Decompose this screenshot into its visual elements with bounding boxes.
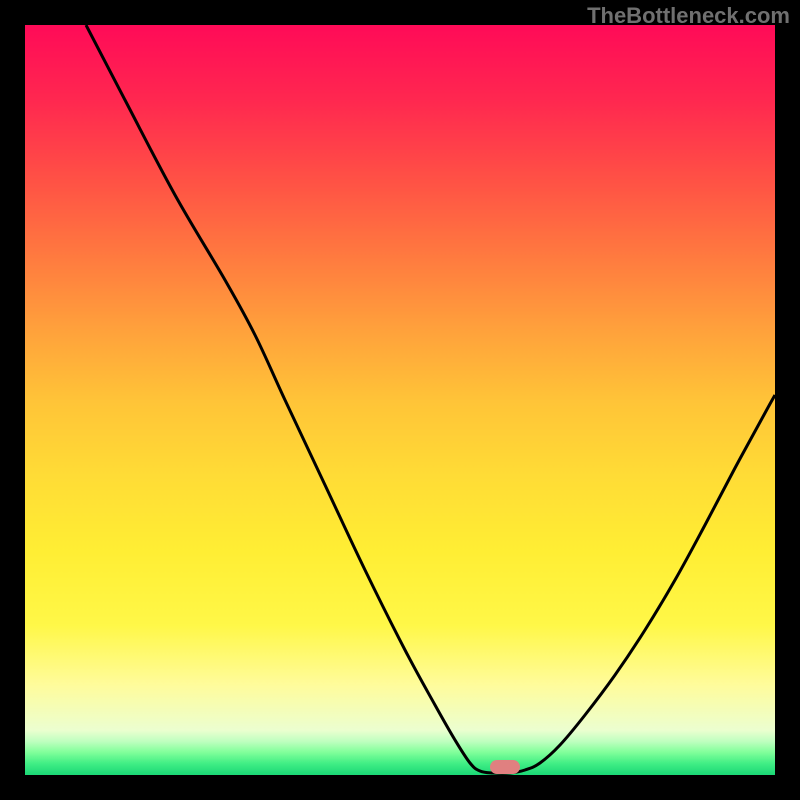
watermark-text: TheBottleneck.com <box>587 3 790 29</box>
optimal-marker <box>490 760 520 774</box>
chart-container: TheBottleneck.com <box>0 0 800 800</box>
gradient-background <box>25 25 775 775</box>
plot-area <box>25 25 775 775</box>
